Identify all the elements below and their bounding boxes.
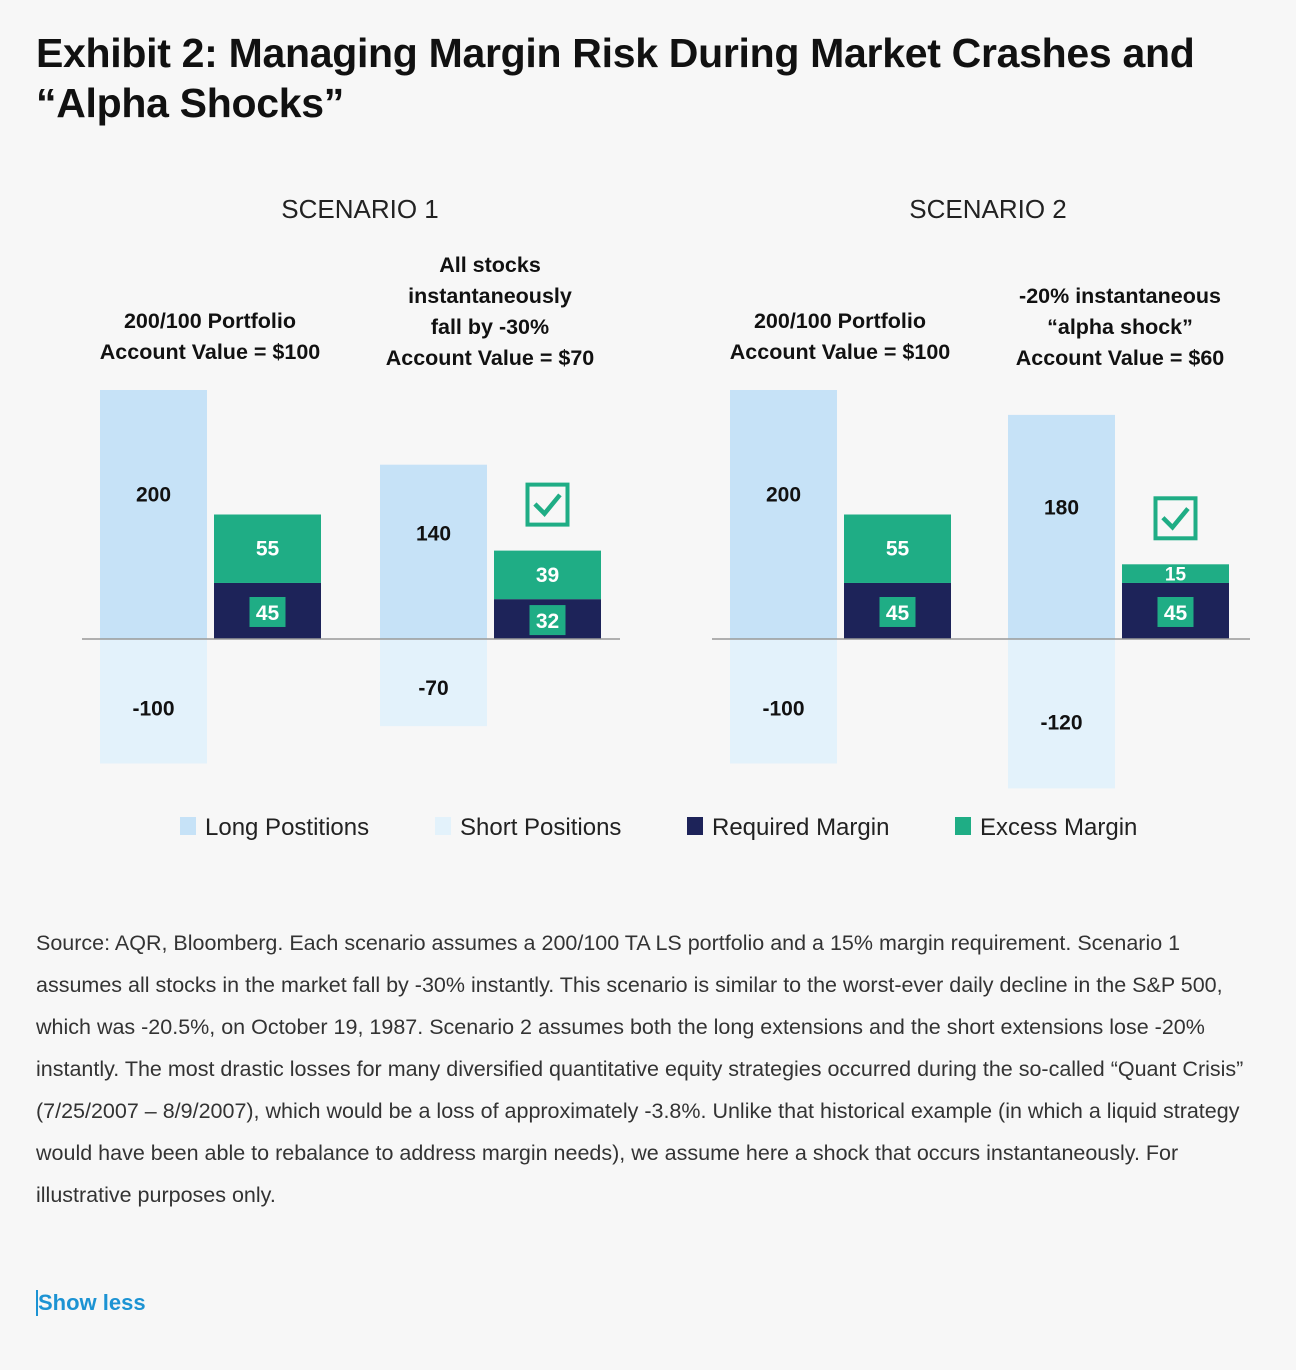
scenario-title: SCENARIO 1 [281, 194, 439, 224]
short-bar [380, 639, 487, 727]
source-note: Source: AQR, Bloomberg. Each scenario as… [36, 931, 1244, 1207]
legend-label-required: Required Margin [712, 814, 889, 841]
short-bar [100, 639, 207, 764]
required-value-label: 45 [1164, 602, 1188, 625]
group-label-line: All stocks [439, 253, 541, 277]
margin-risk-chart: SCENARIO 1 200/100 Portfolio Account Value… [82, 194, 1250, 841]
short-value-label: -120 [1040, 712, 1082, 735]
short-bar [730, 639, 837, 764]
required-value-label: 45 [886, 602, 910, 625]
legend-swatch-short [435, 817, 451, 835]
long-bar [730, 390, 837, 639]
group-label-line: -20% instantaneous [1019, 284, 1221, 308]
long-bar [1008, 414, 1115, 639]
short-value-label: -70 [418, 677, 448, 700]
check-box-icon [1153, 496, 1198, 541]
short-value-label: -100 [132, 698, 174, 721]
show-less-link[interactable]: Show less [36, 1290, 146, 1316]
excess-value-label: 55 [256, 538, 280, 561]
group-label-line: “alpha shock” [1047, 315, 1193, 339]
legend-label-excess: Excess Margin [980, 814, 1137, 841]
group-label-line: 200/100 Portfolio [124, 309, 296, 333]
scenario-title: SCENARIO 2 [909, 194, 1067, 224]
check-mark-icon [533, 493, 562, 517]
excess-margin-bar [1122, 564, 1229, 583]
long-bar [100, 390, 207, 639]
long-value-label: 140 [416, 522, 451, 545]
required-value-badge [249, 596, 286, 627]
short-bar [1008, 639, 1115, 789]
group-label-line: 200/100 Portfolio [754, 309, 926, 333]
long-value-label: 200 [136, 484, 171, 507]
required-value-label: 32 [536, 610, 559, 633]
group-label-line: Account Value = $70 [386, 346, 595, 370]
check-box-icon [525, 482, 570, 527]
group-label-line: Account Value = $100 [100, 340, 321, 364]
page-title: Exhibit 2: Managing Margin Risk During M… [36, 30, 1195, 126]
excess-value-label: 39 [536, 564, 559, 587]
long-bar [380, 464, 487, 639]
short-value-label: -100 [762, 698, 804, 721]
group-label-line: instantaneously [408, 284, 572, 308]
check-mark-icon [1161, 507, 1190, 531]
excess-margin-bar [844, 514, 951, 583]
long-value-label: 180 [1044, 496, 1079, 519]
excess-value-label: 15 [1165, 565, 1187, 586]
legend-swatch-excess [955, 817, 971, 835]
required-value-badge [1157, 596, 1194, 627]
legend-swatch-long [180, 817, 196, 835]
legend-label-short: Short Positions [460, 814, 621, 841]
group-label-line: fall by -30% [431, 315, 549, 339]
excess-margin-bar [214, 514, 321, 583]
required-value-badge [529, 605, 566, 636]
excess-margin-bar [494, 550, 601, 600]
excess-value-label: 55 [886, 538, 910, 561]
group-label-line: Account Value = $100 [730, 340, 951, 364]
required-value-label: 45 [256, 602, 280, 625]
required-value-badge [879, 596, 916, 627]
legend-swatch-required [687, 817, 703, 835]
group-label-line: Account Value = $60 [1016, 346, 1225, 370]
long-value-label: 200 [766, 484, 801, 507]
legend-label-long: Long Postitions [205, 814, 369, 841]
